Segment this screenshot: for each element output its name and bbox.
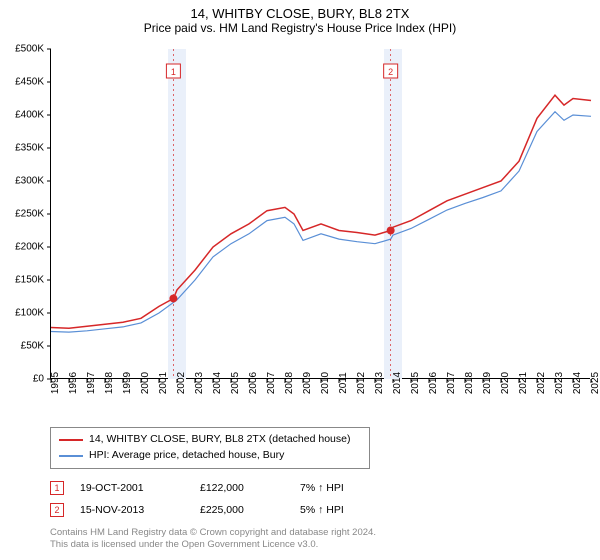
sale-date: 15-NOV-2013 — [80, 504, 200, 516]
sale-price: £122,000 — [200, 482, 300, 494]
chart-svg: 12 — [51, 49, 591, 379]
sale-change: 5% ↑ HPI — [300, 504, 400, 516]
y-axis-tick-label: £300K — [15, 176, 44, 187]
sale-marker-icon: 1 — [50, 481, 64, 495]
x-axis-tick-label: 2004 — [212, 372, 223, 394]
x-axis-tick-label: 2012 — [356, 372, 367, 394]
sale-date: 19-OCT-2001 — [80, 482, 200, 494]
sale-row: 1 19-OCT-2001£122,0007% ↑ HPI — [50, 477, 600, 499]
y-axis-tick-label: £250K — [15, 209, 44, 220]
svg-text:2: 2 — [388, 67, 393, 77]
x-axis-tick-label: 2020 — [500, 372, 511, 394]
x-axis-tick-label: 2025 — [590, 372, 600, 394]
sales-table: 1 19-OCT-2001£122,0007% ↑ HPI 2 15-NOV-2013… — [50, 477, 600, 521]
x-axis-tick-label: 1995 — [50, 372, 61, 394]
x-axis-tick-label: 1998 — [104, 372, 115, 394]
x-axis-tick-label: 2008 — [284, 372, 295, 394]
sale-price: £225,000 — [200, 504, 300, 516]
x-axis-tick-label: 2002 — [176, 372, 187, 394]
legend-label: 14, WHITBY CLOSE, BURY, BL8 2TX (detache… — [89, 432, 350, 448]
y-axis-tick-label: £450K — [15, 77, 44, 88]
sale-marker-icon: 2 — [50, 503, 64, 517]
x-axis-tick-label: 2007 — [266, 372, 277, 394]
x-axis-tick-label: 2019 — [482, 372, 493, 394]
x-axis-tick-label: 2018 — [464, 372, 475, 394]
footnote-line: This data is licensed under the Open Gov… — [50, 539, 600, 551]
x-axis-tick-label: 2024 — [572, 372, 583, 394]
sale-row: 2 15-NOV-2013£225,0005% ↑ HPI — [50, 499, 600, 521]
x-axis-tick-label: 2005 — [230, 372, 241, 394]
y-axis-tick-label: £500K — [15, 44, 44, 55]
y-axis-tick-label: £200K — [15, 242, 44, 253]
y-axis-tick-label: £0 — [33, 374, 44, 385]
plot-area: 12 — [50, 49, 590, 379]
x-axis-tick-label: 2016 — [428, 372, 439, 394]
chart-subtitle: Price paid vs. HM Land Registry's House … — [0, 21, 600, 39]
x-axis-tick-label: 2022 — [536, 372, 547, 394]
legend-item: 14, WHITBY CLOSE, BURY, BL8 2TX (detache… — [59, 432, 361, 448]
svg-text:1: 1 — [171, 67, 176, 77]
sale-change: 7% ↑ HPI — [300, 482, 400, 494]
x-axis-tick-label: 1997 — [86, 372, 97, 394]
x-axis-tick-label: 2014 — [392, 372, 403, 394]
x-axis-tick-label: 2023 — [554, 372, 565, 394]
footnote: Contains HM Land Registry data © Crown c… — [50, 527, 600, 552]
x-axis-tick-label: 2017 — [446, 372, 457, 394]
x-axis-tick-label: 2009 — [302, 372, 313, 394]
footnote-line: Contains HM Land Registry data © Crown c… — [50, 527, 600, 539]
chart-title: 14, WHITBY CLOSE, BURY, BL8 2TX — [0, 0, 600, 21]
x-axis-tick-label: 2013 — [374, 372, 385, 394]
legend-item: HPI: Average price, detached house, Bury — [59, 448, 361, 464]
legend-box: 14, WHITBY CLOSE, BURY, BL8 2TX (detache… — [50, 427, 370, 469]
y-axis-tick-label: £350K — [15, 143, 44, 154]
x-axis-tick-label: 2021 — [518, 372, 529, 394]
x-axis-tick-label: 2011 — [338, 372, 349, 394]
y-axis-tick-label: £150K — [15, 275, 44, 286]
legend-swatch — [59, 455, 83, 457]
legend-label: HPI: Average price, detached house, Bury — [89, 448, 284, 464]
x-axis-tick-label: 1996 — [68, 372, 79, 394]
x-axis-tick-label: 2015 — [410, 372, 421, 394]
x-axis-tick-label: 2010 — [320, 372, 331, 394]
y-axis-tick-label: £100K — [15, 308, 44, 319]
x-axis-tick-label: 2006 — [248, 372, 259, 394]
x-axis-tick-label: 2001 — [158, 372, 169, 394]
legend-swatch — [59, 439, 83, 441]
chart-container: 12 £0£50K£100K£150K£200K£250K£300K£350K£… — [0, 39, 600, 419]
x-axis-tick-label: 2000 — [140, 372, 151, 394]
x-axis-tick-label: 1999 — [122, 372, 133, 394]
x-axis-tick-label: 2003 — [194, 372, 205, 394]
y-axis-tick-label: £400K — [15, 110, 44, 121]
y-axis-tick-label: £50K — [21, 341, 44, 352]
